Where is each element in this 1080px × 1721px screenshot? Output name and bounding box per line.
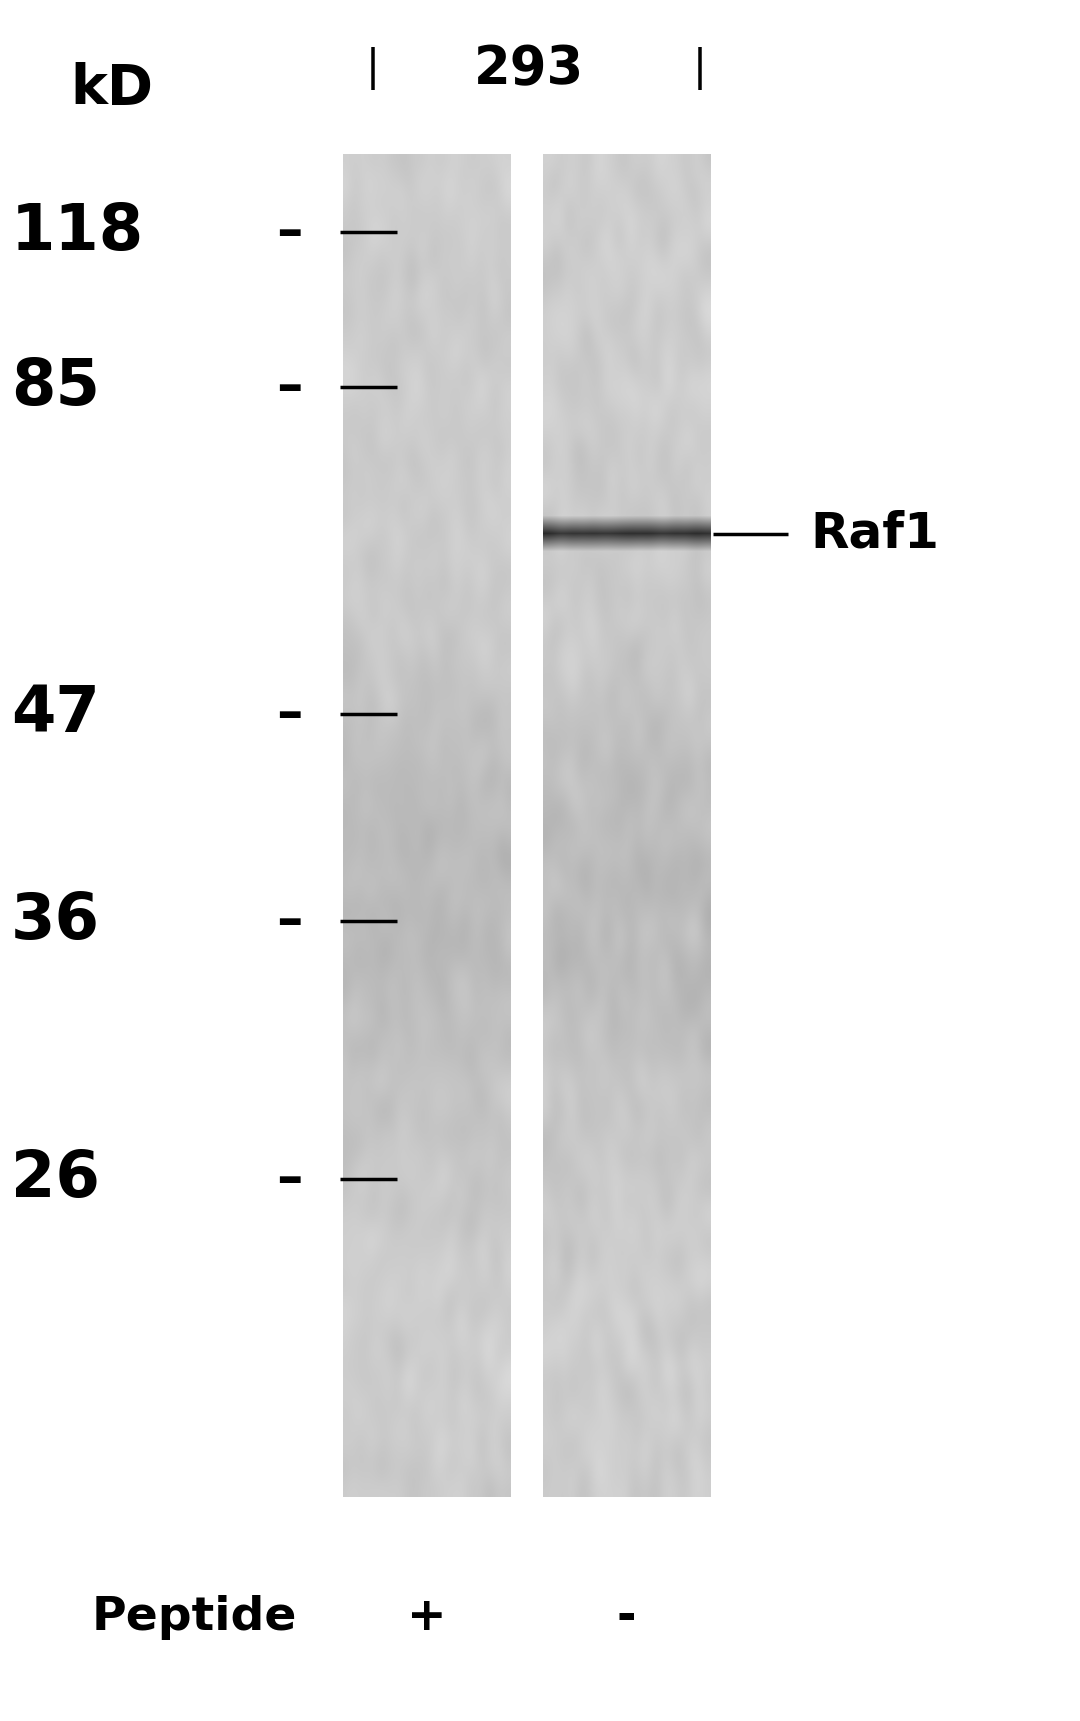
Text: 36: 36 [11, 890, 100, 952]
Text: 85: 85 [11, 356, 99, 418]
Text: Raf1: Raf1 [810, 509, 939, 558]
Text: –: – [276, 895, 302, 947]
Text: kD: kD [70, 62, 153, 117]
Text: –: – [276, 688, 302, 740]
Text: 293: 293 [474, 43, 584, 95]
Text: –: – [276, 1153, 302, 1205]
Text: 47: 47 [11, 683, 99, 745]
Text: +: + [407, 1595, 446, 1640]
Text: -: - [617, 1595, 636, 1640]
Text: 26: 26 [11, 1148, 99, 1210]
Text: |: | [366, 48, 379, 89]
Text: 118: 118 [11, 201, 144, 263]
Text: |: | [693, 48, 706, 89]
Text: Peptide: Peptide [92, 1595, 297, 1640]
Text: –: – [276, 361, 302, 413]
Text: –: – [276, 207, 302, 258]
